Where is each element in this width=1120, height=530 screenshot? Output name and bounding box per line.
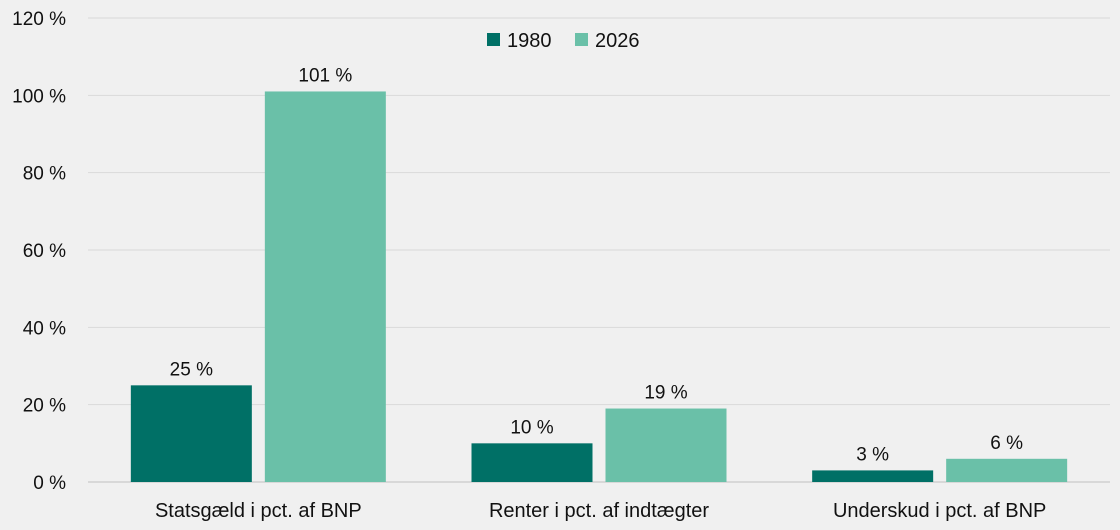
bars (130, 91, 1068, 482)
data-label: 25 % (170, 359, 213, 380)
data-label: 101 % (298, 65, 352, 86)
data-labels: 25 % 101 % 10 % 19 % 3 % 6 % (170, 65, 1023, 465)
bar-2026-1 (605, 408, 727, 482)
y-axis-ticks: 0 % 20 % 40 % 60 % 80 % 100 % 120 % (12, 9, 66, 494)
y-tick-label: 120 % (12, 9, 66, 30)
legend-label: 1980 (507, 30, 552, 52)
gridlines (88, 17, 1110, 483)
y-tick-label: 100 % (12, 86, 66, 107)
y-tick-label: 80 % (23, 164, 66, 185)
bar-2026-0 (264, 91, 386, 482)
legend-swatch-1980 (487, 33, 500, 46)
data-label: 3 % (856, 444, 889, 465)
data-label: 10 % (510, 417, 553, 438)
legend-label: 2026 (595, 30, 640, 52)
y-tick-label: 0 % (33, 473, 66, 494)
y-tick-label: 40 % (23, 318, 66, 339)
bar-1980-0 (130, 385, 252, 482)
data-label: 19 % (644, 383, 687, 404)
bar-2026-2 (946, 458, 1068, 482)
legend-swatch-2026 (575, 33, 588, 46)
legend: 1980 2026 (487, 30, 640, 52)
data-label: 6 % (990, 433, 1023, 454)
category-label: Renter i pct. af indtægter (489, 500, 709, 522)
x-axis-categories: Statsgæld i pct. af BNP Renter i pct. af … (155, 500, 1046, 522)
category-label: Underskud i pct. af BNP (833, 500, 1046, 522)
y-tick-label: 60 % (23, 241, 66, 262)
bar-1980-2 (812, 470, 934, 482)
bar-1980-1 (471, 443, 593, 482)
category-label: Statsgæld i pct. af BNP (155, 500, 362, 522)
y-tick-label: 20 % (23, 396, 66, 417)
